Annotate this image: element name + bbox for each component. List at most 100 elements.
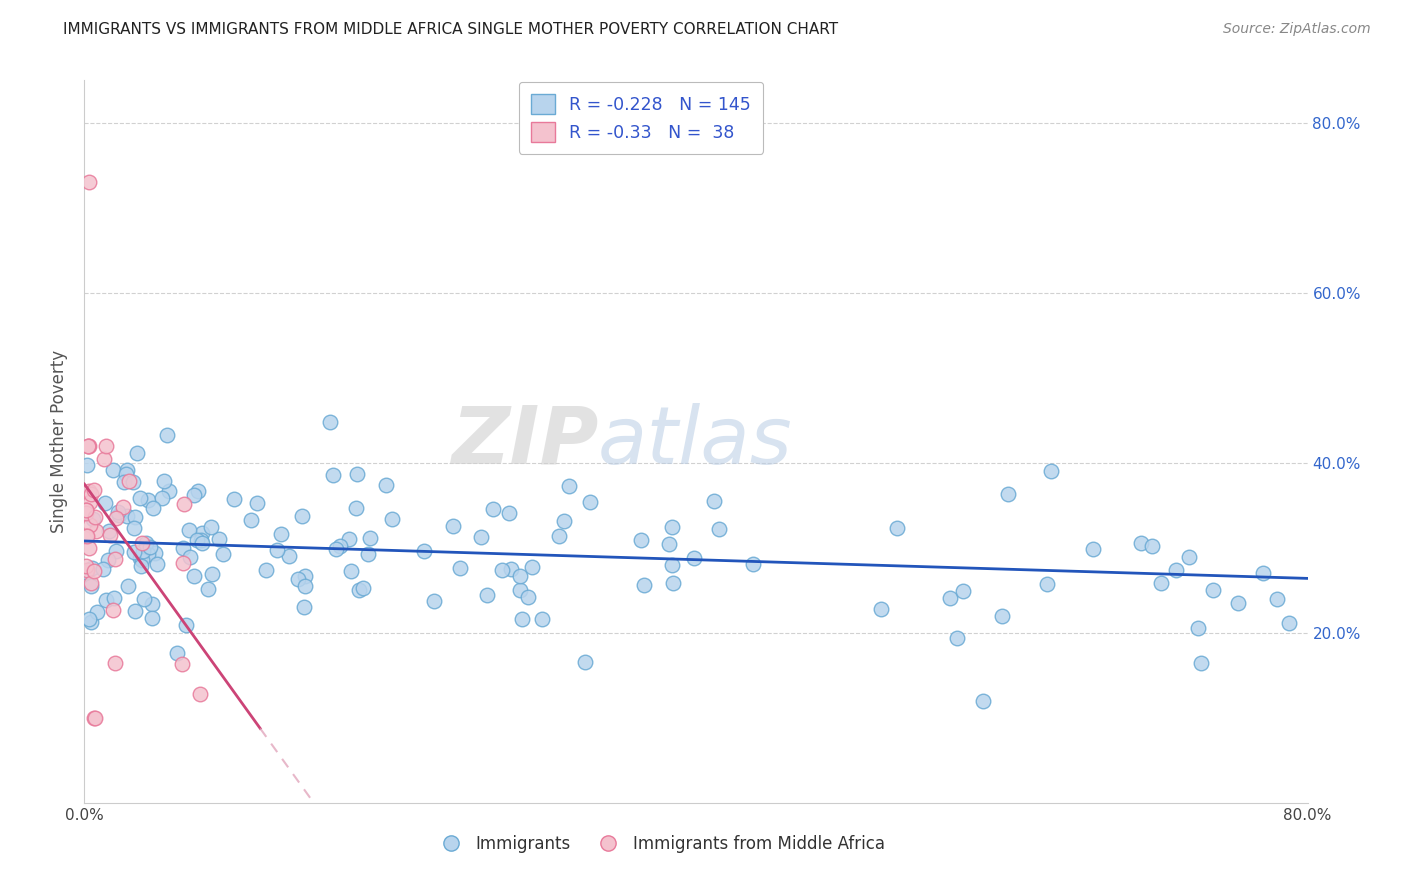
Point	[79, 579, 101, 593]
Point	[1130, 536, 1153, 550]
Point	[75, 559, 97, 574]
Point	[703, 494, 725, 508]
Point	[325, 542, 347, 557]
Point	[141, 611, 163, 625]
Point	[661, 520, 683, 534]
Point	[122, 544, 145, 558]
Point	[449, 560, 471, 574]
Point	[558, 479, 581, 493]
Point	[77, 439, 100, 453]
Point	[118, 474, 141, 488]
Point	[132, 544, 155, 558]
Point	[143, 546, 166, 560]
Point	[104, 551, 127, 566]
Point	[869, 602, 891, 616]
Text: Source: ZipAtlas.com: Source: ZipAtlas.com	[1223, 22, 1371, 37]
Point	[136, 492, 159, 507]
Point	[174, 617, 197, 632]
Point	[1142, 539, 1164, 553]
Point	[197, 582, 219, 596]
Point	[222, 492, 245, 507]
Point	[339, 564, 361, 578]
Point	[278, 549, 301, 563]
Point	[111, 500, 134, 514]
Point	[122, 475, 145, 490]
Point	[1227, 596, 1250, 610]
Point	[412, 543, 434, 558]
Point	[1189, 656, 1212, 670]
Point	[183, 488, 205, 502]
Point	[156, 428, 179, 442]
Point	[254, 563, 277, 577]
Point	[94, 496, 117, 510]
Point	[84, 711, 107, 725]
Point	[328, 539, 350, 553]
Point	[172, 657, 194, 672]
Point	[97, 553, 120, 567]
Point	[201, 567, 224, 582]
Point	[661, 575, 683, 590]
Point	[77, 541, 100, 556]
Point	[352, 582, 374, 596]
Point	[117, 579, 139, 593]
Point	[79, 518, 101, 533]
Point	[499, 562, 522, 576]
Y-axis label: Single Mother Poverty: Single Mother Poverty	[51, 350, 69, 533]
Point	[128, 550, 150, 565]
Point	[96, 439, 118, 453]
Point	[86, 605, 108, 619]
Point	[80, 615, 103, 629]
Point	[344, 501, 367, 516]
Point	[132, 592, 155, 607]
Point	[1150, 575, 1173, 590]
Point	[661, 558, 683, 573]
Text: ZIP: ZIP	[451, 402, 598, 481]
Point	[103, 603, 125, 617]
Point	[136, 547, 159, 561]
Point	[1251, 566, 1274, 581]
Point	[1202, 583, 1225, 598]
Point	[93, 452, 115, 467]
Point	[83, 564, 105, 578]
Point	[141, 500, 163, 515]
Point	[76, 458, 98, 472]
Point	[972, 694, 994, 708]
Point	[633, 578, 655, 592]
Point	[150, 491, 173, 505]
Point	[346, 467, 368, 482]
Point	[128, 491, 150, 506]
Point	[946, 631, 969, 645]
Point	[80, 560, 103, 574]
Point	[75, 503, 97, 517]
Point	[530, 611, 553, 625]
Point	[292, 599, 315, 614]
Point	[115, 463, 138, 477]
Point	[441, 519, 464, 533]
Point	[183, 569, 205, 583]
Point	[153, 474, 176, 488]
Point	[1166, 563, 1188, 577]
Point	[135, 535, 157, 549]
Point	[173, 497, 195, 511]
Point	[322, 468, 344, 483]
Point	[83, 483, 105, 498]
Point	[287, 572, 309, 586]
Point	[188, 687, 211, 701]
Point	[952, 584, 974, 599]
Text: atlas: atlas	[598, 402, 793, 481]
Point	[991, 608, 1014, 623]
Point	[101, 463, 124, 477]
Point	[124, 509, 146, 524]
Point	[509, 569, 531, 583]
Point	[516, 590, 538, 604]
Point	[96, 593, 118, 607]
Point	[124, 604, 146, 618]
Point	[1277, 615, 1299, 630]
Point	[1040, 464, 1063, 478]
Point	[374, 478, 396, 492]
Point	[115, 467, 138, 481]
Point	[76, 439, 98, 453]
Point	[939, 591, 962, 606]
Point	[75, 566, 97, 580]
Point	[470, 529, 492, 543]
